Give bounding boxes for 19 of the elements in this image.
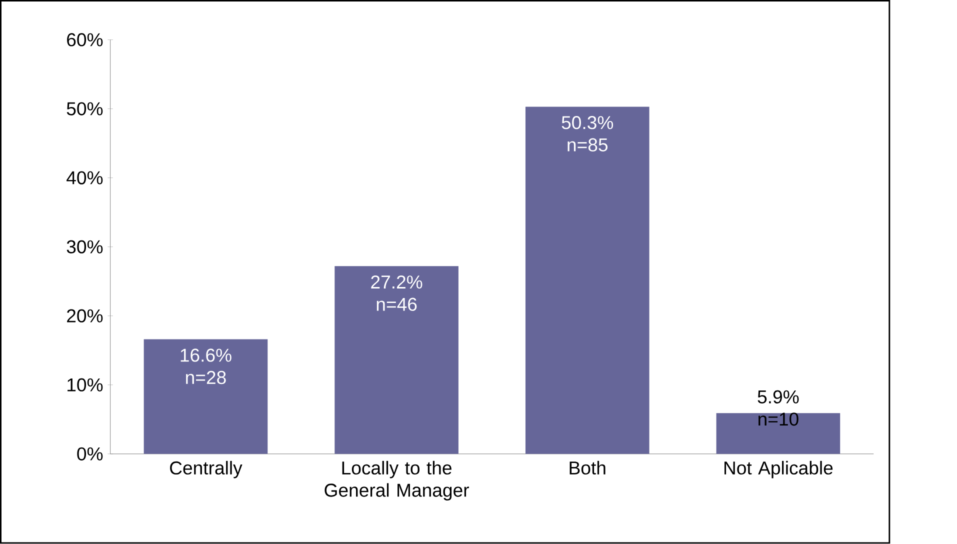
- y-tick-label: 60%: [67, 33, 103, 46]
- bar: [716, 413, 840, 454]
- x-tick-label: Not Aplicable: [724, 461, 833, 478]
- y-tick-label: 30%: [66, 240, 103, 254]
- y-tick-label: 20%: [67, 309, 103, 323]
- bar: [334, 266, 458, 454]
- data-label: 27.2% n=46: [371, 276, 422, 312]
- data-label: 50.3% n=85: [562, 116, 614, 152]
- bar: [525, 106, 650, 454]
- y-tick-label: 50%: [66, 102, 103, 116]
- x-tick-label: Locally to the General Manager: [324, 461, 469, 501]
- x-tick-label: Both: [570, 461, 606, 475]
- y-tick-label: 10%: [68, 378, 103, 392]
- x-tick-label: Centrally: [170, 461, 242, 478]
- bar: [144, 339, 268, 454]
- data-label: 16.6% n=28: [180, 348, 232, 384]
- y-tick-label: 40%: [66, 171, 103, 184]
- data-label: 5.9% n=10: [758, 390, 799, 426]
- y-tick-label: 0%: [77, 447, 103, 461]
